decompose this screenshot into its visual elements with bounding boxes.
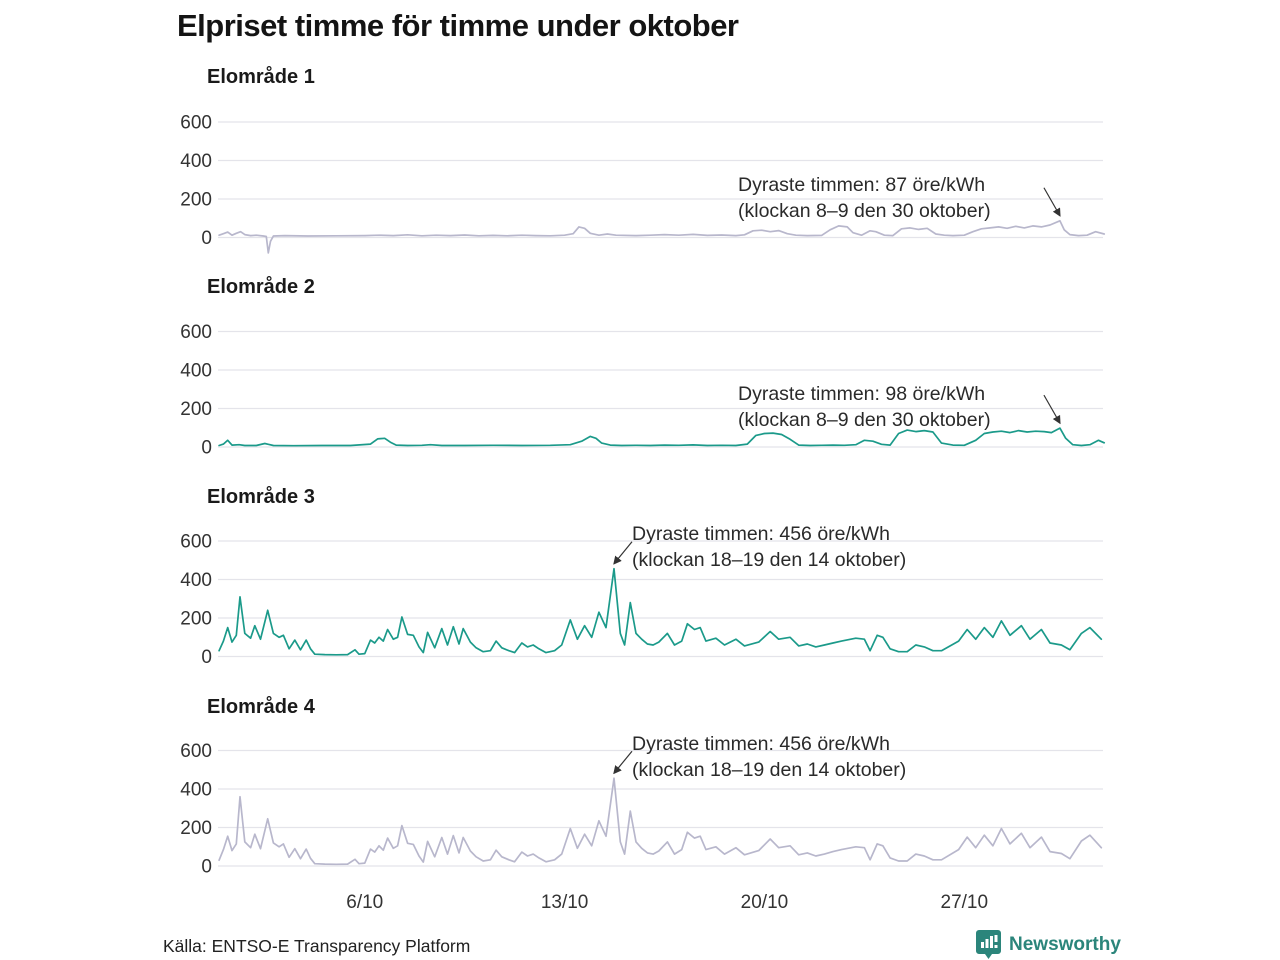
y-tick-label: 200 — [180, 818, 212, 839]
y-tick-label: 600 — [180, 532, 212, 553]
price-line-Elområde 4 — [218, 777, 1103, 866]
y-tick-label: 0 — [201, 438, 212, 459]
annotation-line: (klockan 8–9 den 30 oktober) — [738, 409, 991, 431]
y-tick-label: 0 — [201, 647, 212, 668]
annotation-line: Dyraste timmen: 87 öre/kWh — [738, 174, 986, 196]
chart-2-subtitle: Elområde 2 — [207, 276, 315, 298]
series-layer — [218, 219, 1106, 866]
annotation-line: Dyraste timmen: 98 öre/kWh — [738, 383, 986, 405]
y-tick-label: 200 — [180, 399, 212, 420]
y-tick-label: 0 — [201, 857, 212, 878]
x-tick-label: 13/10 — [540, 892, 589, 913]
chart-2-annotation: Dyraste timmen: 98 öre/kWh (klockan 8–9 … — [738, 381, 991, 433]
annotation-arrows-layer — [613, 187, 1061, 775]
x-tick-label: 20/10 — [740, 892, 789, 913]
annotation-line: (klockan 18–19 den 14 oktober) — [632, 549, 907, 571]
x-tick-label: 27/10 — [940, 892, 989, 913]
price-line-Elområde 2 — [218, 427, 1106, 447]
x-tick-label: 6/10 — [346, 892, 384, 913]
gridlines-layer: 0 200 400 600 0 200 400 600 0 200 400 600 0 200 400 600 — [180, 113, 1103, 878]
annotation-line: Dyraste timmen: 456 öre/kWh — [632, 733, 890, 755]
newsworthy-icon — [975, 929, 1002, 960]
chart-1-annotation: Dyraste timmen: 87 öre/kWh (klockan 8–9 … — [738, 172, 991, 224]
annotation-arrow — [1043, 394, 1061, 425]
source-note: Källa: ENTSO-E Transparency Platform — [163, 936, 471, 956]
chart-4-annotation: Dyraste timmen: 456 öre/kWh (klockan 18–… — [632, 731, 906, 783]
y-tick-label: 600 — [180, 113, 212, 134]
annotation-line: (klockan 18–19 den 14 oktober) — [632, 759, 907, 781]
y-tick-label: 400 — [180, 570, 212, 591]
price-line-Elområde 1 — [218, 219, 1106, 254]
annotation-arrow — [613, 750, 633, 775]
y-tick-label: 200 — [180, 609, 212, 630]
price-line-Elområde 3 — [218, 567, 1103, 656]
page-title: Elpriset timme för timme under oktober — [177, 8, 739, 43]
y-tick-label: 200 — [180, 190, 212, 211]
y-tick-label: 400 — [180, 780, 212, 801]
y-tick-label: 600 — [180, 741, 212, 762]
y-tick-label: 0 — [201, 228, 212, 249]
annotation-line: (klockan 8–9 den 30 oktober) — [738, 200, 991, 222]
chart-3-annotation: Dyraste timmen: 456 öre/kWh (klockan 18–… — [632, 521, 906, 573]
brand-logo: Newsworthy — [975, 929, 1121, 960]
annotation-arrow — [1043, 187, 1061, 217]
brand-name: Newsworthy — [1009, 933, 1121, 955]
y-tick-label: 400 — [180, 361, 212, 382]
y-tick-label: 600 — [180, 322, 212, 343]
chart-4-subtitle: Elområde 4 — [207, 696, 315, 718]
annotation-arrow — [613, 541, 633, 565]
annotation-line: Dyraste timmen: 456 öre/kWh — [632, 523, 890, 545]
chart-1-subtitle: Elområde 1 — [207, 66, 315, 88]
chart-3-subtitle: Elområde 3 — [207, 486, 315, 508]
y-tick-label: 400 — [180, 151, 212, 172]
